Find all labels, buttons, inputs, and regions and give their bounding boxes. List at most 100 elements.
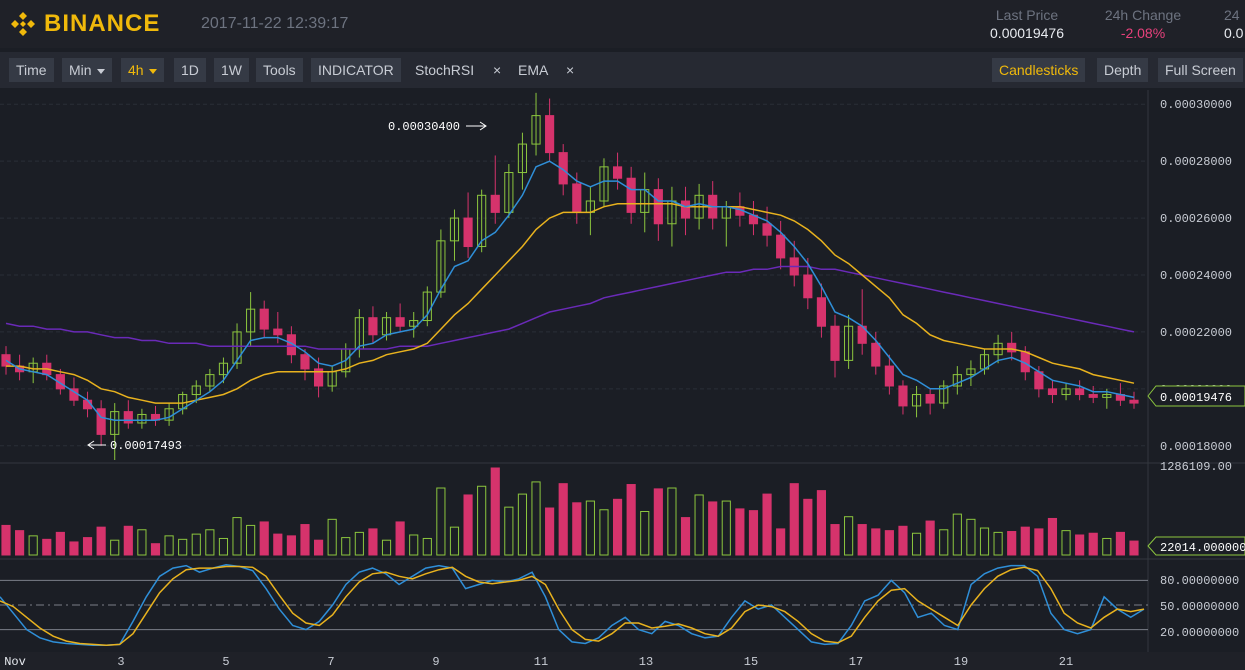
indicator-button[interactable]: INDICATOR [311,58,401,82]
volume-bar-down [612,498,623,556]
volume-bar-down [368,528,378,556]
volume-bar-up [449,526,460,556]
interval-1d-button[interactable]: 1D [174,58,206,82]
time-axis-label: 13 [639,655,653,669]
volume-bar-up [844,516,854,556]
candle-up [911,394,922,407]
volume-bar-down [15,530,25,556]
interval-1w-button[interactable]: 1W [214,58,249,82]
volume-bar-down [789,483,799,556]
high-24h-label: 24 [1224,7,1240,23]
volume-bar-up [232,517,242,556]
hour-interval-dropdown[interactable]: 4h [121,58,164,82]
candle-up [844,325,854,361]
candlesticks-button[interactable]: Candlesticks [992,58,1086,82]
candle-up [477,194,487,248]
indicator-stochrsi-label[interactable]: StochRSI [415,62,475,78]
candle-up [110,411,120,435]
remove-stochrsi-icon[interactable]: × [493,62,502,78]
candle-up [599,166,609,202]
volume-bar-down [463,494,473,556]
volume-bar-down [286,535,296,556]
volume-bar-down [680,517,691,556]
stoch-axis-80: 80.00000000 [1160,574,1239,588]
volume-bar-down [1034,528,1044,556]
last-price-tag-label: 0.00019476 [1160,391,1232,405]
volume-bar-up [354,531,364,556]
ema-fast-line [5,160,1135,421]
ema-lines [5,160,1135,421]
candle-down [1129,399,1139,404]
volume-bar-down [96,526,106,556]
indicator-ema-label[interactable]: EMA [518,62,549,78]
time-button[interactable]: Time [9,58,54,82]
candle-down [1007,342,1017,353]
tools-button[interactable]: Tools [256,58,303,82]
volume-bar-down [653,488,663,556]
minute-interval-dropdown[interactable]: Min [62,58,112,82]
hour-interval-label: 4h [128,62,144,78]
volume-bar-down [816,490,826,556]
candle-down [572,183,582,213]
chart-area[interactable]: 0.00030000 0.00028000 0.00026000 0.00024000… [0,90,1245,670]
candle-up [218,362,229,376]
volume-bar-down [42,538,52,556]
volume-bar-down [558,483,568,556]
candle-down [490,194,500,213]
volume-bar-up [137,529,147,556]
last-price-stat: Last Price 0.00019476 [986,7,1068,41]
stoch-axis-50: 50.00000000 [1160,600,1239,614]
volume-bar-down [572,502,582,556]
change-24h-label: 24h Change [1104,7,1182,23]
volume-bar-up [110,539,120,556]
volume-bar-down [1007,531,1017,556]
depth-button[interactable]: Depth [1097,58,1149,82]
volume-bar-down [776,528,786,556]
fullscreen-button[interactable]: Full Screen [1158,58,1243,82]
candle-down [273,328,283,336]
candle-down [314,368,324,387]
candle-down [898,385,908,407]
volume-bar-up [517,493,528,556]
candle-up [966,368,976,376]
high-arrow-icon [466,121,487,131]
ema-slow-line [5,265,1135,350]
price-chart[interactable]: 0.00030000 0.00028000 0.00026000 0.00024000… [0,90,1245,670]
volume-bar-up [436,487,446,556]
candle-down [803,274,813,299]
time-axis-label: 5 [222,655,229,669]
volume-bar-up [205,529,215,556]
candle-down [1047,388,1058,396]
binance-logo-icon [11,12,35,36]
candle-down [680,200,691,219]
candle-up [409,320,419,327]
candle-up [232,331,242,364]
volume-bar-down [1,524,11,556]
volume-bar-down [1020,526,1030,556]
volume-bar-up [191,533,201,556]
volume-bar-up [531,481,541,556]
volume-bar-down [871,528,881,556]
high-24h-value: 0.0 [1224,25,1244,41]
volume-bar-up [721,500,731,556]
candle-down [96,408,106,435]
remove-ema-icon[interactable]: × [566,62,575,78]
low-arrow-icon [87,440,106,450]
price-axis-label: 0.00028000 [1160,155,1232,169]
candle-down [1,354,11,367]
volume-bar-down [708,501,718,556]
candle-down [300,354,310,370]
candle-up [1061,388,1071,396]
volume-bar-down [925,520,935,556]
volume-bar-up [246,524,256,556]
server-datetime: 2017-11-22 12:39:17 [201,15,349,32]
brand-logo[interactable]: BINANCE [8,9,160,39]
volume-bar-down [150,543,161,556]
last-price-value: 0.00019476 [990,25,1064,41]
volume-bar-down [748,510,759,556]
candle-down [762,223,772,236]
volume-bar-up [341,537,351,556]
volume-bar-up [667,487,677,556]
time-axis-label: 21 [1059,655,1073,669]
candle-down [463,217,473,248]
